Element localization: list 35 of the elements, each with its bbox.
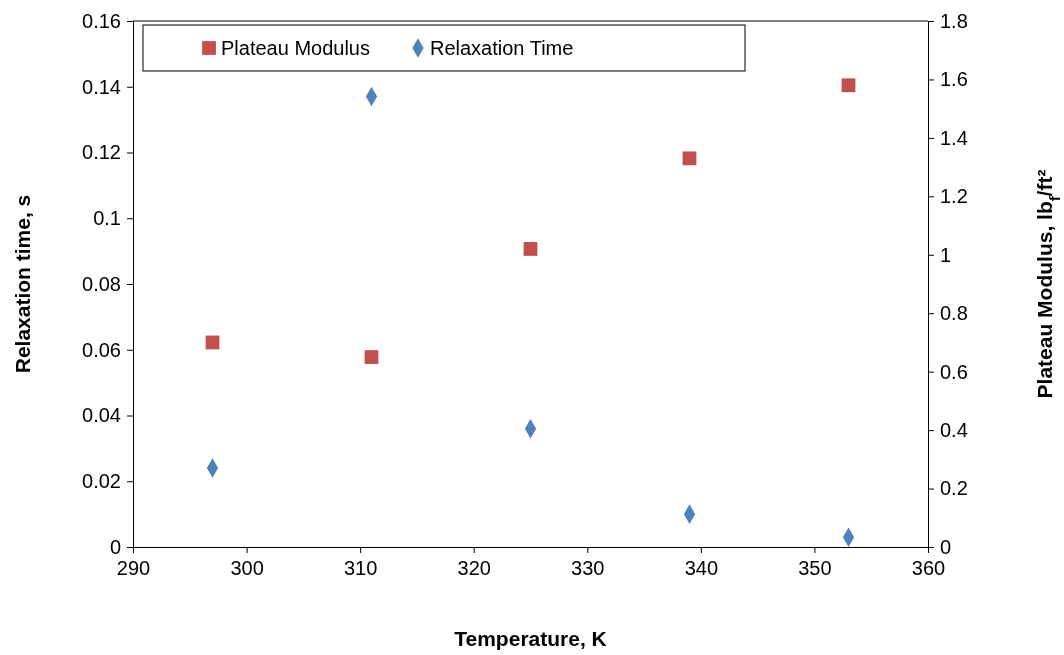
- point: [364, 350, 379, 364]
- y2-tick-label: 0.2: [940, 477, 968, 500]
- y-tick-label: 0.14: [82, 75, 121, 98]
- x-tick-label: 320: [457, 557, 491, 580]
- y2-tick-label: 1.2: [940, 185, 968, 208]
- y-axis-title: Relaxation time, s: [11, 194, 34, 374]
- y-tick-label: 0: [109, 535, 121, 558]
- x-tick-label: 340: [684, 557, 719, 580]
- x-tick-label: 330: [571, 557, 605, 580]
- point: [841, 78, 856, 93]
- x-tick-label: 290: [116, 557, 151, 580]
- legend-label: Plateau Modulus: [221, 37, 370, 59]
- y2-tick-label: 0.8: [940, 302, 968, 325]
- y-tick-label: 0.1: [93, 207, 121, 230]
- y2-tick-label: 0.6: [940, 360, 968, 383]
- x-tick-label: 360: [911, 557, 946, 580]
- legend-label: Relaxation Time: [429, 37, 574, 59]
- y2-tick-label: 1.6: [940, 68, 968, 91]
- y-tick-label: 0.02: [82, 470, 121, 493]
- y-tick-label: 0.08: [82, 272, 121, 295]
- x-tick-label: 300: [230, 557, 264, 580]
- point: [682, 151, 697, 166]
- y2-tick-label: 1.4: [940, 126, 968, 149]
- x-tick-label: 310: [343, 557, 378, 580]
- point: [523, 242, 538, 256]
- y-tick-label: 0.12: [82, 141, 121, 164]
- x-tick-label: 350: [798, 557, 832, 580]
- x-axis-title: Temperature, K: [454, 627, 607, 650]
- y2-tick-label: 0: [940, 535, 952, 558]
- y2-tick-label: 1: [940, 243, 952, 266]
- y-tick-label: 0.06: [82, 338, 121, 361]
- y2-tick-label: 0.4: [940, 419, 968, 442]
- y-tick-label: 0.04: [82, 404, 121, 427]
- y2-tick-label: 1.8: [940, 9, 968, 32]
- y-tick-label: 0.16: [82, 9, 121, 32]
